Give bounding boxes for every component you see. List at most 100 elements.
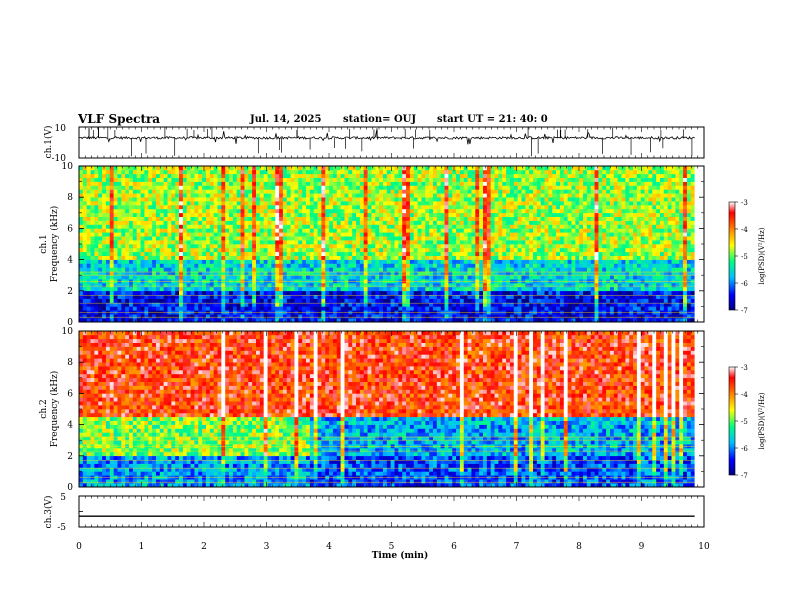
spectrogram-cell bbox=[94, 201, 99, 206]
spectrogram-cell bbox=[540, 247, 545, 253]
spectrogram-cell bbox=[521, 306, 526, 311]
spectrogram-cell bbox=[448, 255, 453, 260]
spectrogram-cell bbox=[229, 286, 234, 292]
spectrogram-cell bbox=[259, 302, 264, 307]
spectrogram-cell bbox=[286, 255, 291, 260]
spectrogram-cell bbox=[432, 306, 438, 311]
spectrogram-cell bbox=[509, 220, 515, 225]
spectrogram-cell bbox=[340, 236, 345, 241]
spectrogram-cell bbox=[440, 240, 445, 245]
spectrogram-cell bbox=[105, 208, 111, 214]
spectrogram-cell bbox=[379, 275, 384, 280]
spectrogram-cell bbox=[506, 224, 511, 229]
spectrogram-cell bbox=[259, 298, 264, 303]
spectrogram-cell bbox=[271, 259, 276, 264]
spectrogram-cell bbox=[94, 318, 99, 323]
spectrogram-cell bbox=[417, 244, 422, 249]
spectrogram-cell bbox=[540, 302, 545, 307]
spectrogram-cell bbox=[352, 185, 357, 190]
spectrogram-cell bbox=[86, 283, 91, 288]
spectrogram-cell bbox=[294, 259, 299, 264]
spectrogram-cell bbox=[209, 220, 214, 225]
spectrogram-cell bbox=[483, 275, 488, 280]
spectrogram-cell bbox=[182, 224, 188, 229]
spectrogram-cell bbox=[221, 173, 226, 178]
spectrogram-cell bbox=[321, 201, 326, 206]
spectrogram-cell bbox=[329, 298, 334, 303]
spectrogram-cell bbox=[152, 314, 157, 319]
spectrogram-cell bbox=[152, 185, 157, 190]
spectrogram-cell bbox=[506, 267, 511, 272]
spectrogram-cell bbox=[498, 193, 503, 198]
spectrogram-cell bbox=[475, 314, 480, 319]
spectrogram-cell bbox=[421, 181, 426, 186]
spectrogram-cell bbox=[125, 306, 130, 311]
spectrogram-cell bbox=[309, 236, 315, 241]
spectrogram-cell bbox=[367, 232, 372, 237]
spectrogram-cell bbox=[105, 275, 111, 280]
spectrogram-cell bbox=[509, 177, 515, 182]
spectrogram-cell bbox=[113, 181, 118, 186]
spectrogram-cell bbox=[294, 244, 299, 249]
spectrogram-cell bbox=[298, 220, 303, 225]
spectrogram-cell bbox=[363, 247, 368, 253]
spectrogram-cell bbox=[267, 169, 272, 175]
spectrogram-cell bbox=[171, 193, 176, 198]
spectrogram-cell bbox=[244, 166, 249, 171]
spectrogram-cell bbox=[325, 271, 330, 276]
spectrogram-cell bbox=[240, 267, 245, 272]
spectrogram-cell bbox=[479, 267, 484, 272]
spectrogram-cell bbox=[456, 255, 461, 260]
spectrogram-cell bbox=[332, 181, 338, 186]
spectrogram-cell bbox=[544, 240, 549, 245]
spectrogram-cell bbox=[198, 166, 203, 171]
spectrogram-cell bbox=[275, 286, 280, 292]
spectrogram-cell bbox=[282, 298, 288, 303]
spectrogram-cell bbox=[483, 283, 488, 288]
spectrogram-cell bbox=[198, 181, 203, 186]
spectrogram-cell bbox=[494, 236, 499, 241]
spectrogram-cell bbox=[479, 263, 484, 268]
spectrogram-cell bbox=[244, 286, 249, 292]
spectrogram-cell bbox=[459, 298, 465, 303]
spectrogram-cell bbox=[394, 263, 399, 268]
spectrogram-cell bbox=[413, 294, 418, 299]
spectrogram-cell bbox=[271, 263, 276, 268]
spectrogram-cell bbox=[402, 314, 407, 319]
spectrogram-cell bbox=[356, 212, 361, 217]
spectrogram-cell bbox=[382, 220, 388, 225]
spectrogram-cell bbox=[317, 212, 322, 217]
spectrogram-cell bbox=[229, 228, 234, 233]
spectrogram-cell bbox=[86, 294, 91, 299]
spectrogram-cell bbox=[79, 177, 84, 182]
spectrogram-cell bbox=[544, 259, 549, 264]
spectrogram-cell bbox=[90, 240, 95, 245]
spectrogram-cell bbox=[452, 298, 457, 303]
spectrogram-cell bbox=[86, 240, 91, 245]
spectrogram-cell bbox=[121, 236, 126, 241]
spectrogram-cell bbox=[205, 208, 211, 214]
spectrogram-cell bbox=[102, 185, 107, 190]
spectrogram-cell bbox=[429, 208, 434, 214]
spectrogram-cell bbox=[471, 314, 476, 319]
spectrogram-cell bbox=[379, 283, 384, 288]
spectrogram-cell bbox=[190, 189, 195, 194]
spectrogram-cell bbox=[429, 263, 434, 268]
spectrogram-cell bbox=[359, 173, 365, 178]
spectrogram-cell bbox=[263, 173, 268, 178]
spectrogram-cell bbox=[136, 294, 141, 299]
spectrogram-cell bbox=[317, 166, 322, 171]
spectrogram-cell bbox=[409, 286, 415, 292]
spectrogram-cell bbox=[109, 189, 114, 194]
spectrogram-cell bbox=[459, 185, 465, 190]
spectrogram-cell bbox=[398, 201, 403, 206]
spectrogram-cell bbox=[448, 302, 453, 307]
spectrogram-cell bbox=[129, 306, 134, 311]
spectrogram-cell bbox=[483, 232, 488, 237]
spectrogram-cell bbox=[452, 247, 457, 253]
spectrogram-cell bbox=[479, 240, 484, 245]
spectrogram-cell bbox=[529, 244, 534, 249]
spectrogram-cell bbox=[248, 306, 253, 311]
spectrogram-cell bbox=[471, 259, 476, 264]
spectrogram-cell bbox=[371, 283, 376, 288]
